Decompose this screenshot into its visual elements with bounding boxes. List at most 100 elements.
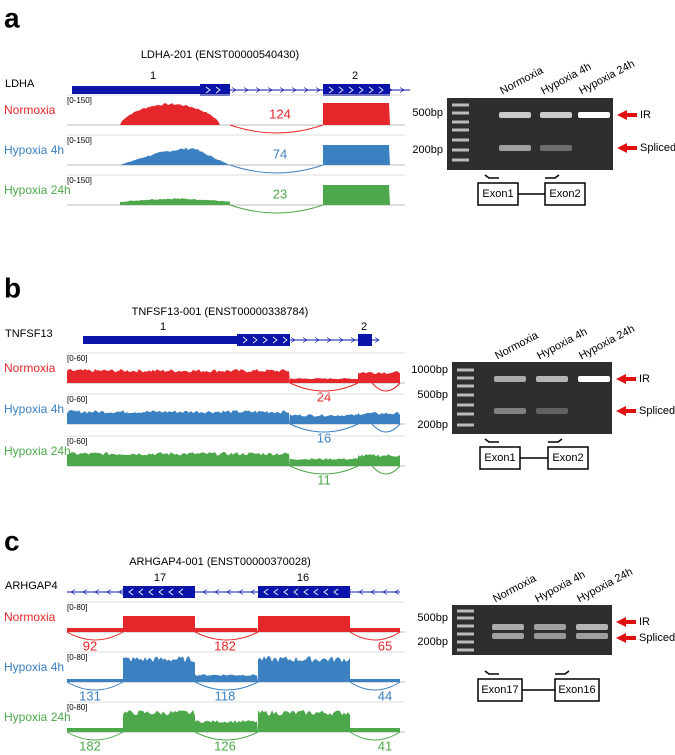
strand-arrow (382, 589, 388, 595)
gel-band (576, 624, 608, 630)
strand-arrow (350, 337, 356, 343)
gel-image (447, 98, 613, 170)
junction-count: 11 (317, 472, 331, 487)
strand-arrow (70, 589, 76, 595)
strand-arrow (255, 87, 261, 93)
red-arrow (616, 374, 636, 384)
junction-arc (349, 681, 401, 691)
strand-arrow (202, 589, 208, 595)
exon-chevron (158, 588, 164, 596)
band-label: Spliced (639, 632, 675, 644)
strand-arrow (267, 87, 273, 93)
exon-number: 2 (352, 70, 358, 82)
gene-name: ARHGAP4 (5, 580, 58, 592)
ladder-label: 500bp (417, 389, 448, 401)
strand-arrow (290, 337, 296, 343)
track-range: [0-60] (67, 395, 87, 404)
primer-exon-label: Exon1 (484, 452, 515, 464)
coverage (67, 628, 123, 632)
coverage (258, 616, 350, 632)
panel-letter: a (4, 2, 20, 33)
track-range: [0-60] (67, 437, 87, 446)
ladder-band (457, 403, 474, 407)
gel-band (499, 145, 531, 151)
ladder-band (457, 616, 474, 620)
primer-exon-box (479, 446, 521, 470)
ladder-band (452, 128, 469, 132)
gel-band (492, 633, 524, 639)
ladder-band (452, 148, 469, 152)
panel-letter: b (4, 272, 21, 303)
junction-count: 24 (317, 389, 331, 404)
primer-arrow (484, 438, 499, 443)
junction-arc (371, 423, 401, 433)
ladder-band (452, 138, 469, 142)
strand-arrow (394, 589, 400, 595)
junction-arc (194, 631, 259, 641)
junction-count: 41 (378, 738, 392, 753)
band-label: IR (639, 373, 650, 385)
exon-number: 1 (160, 321, 166, 333)
junction-arc (371, 382, 401, 392)
coverage (358, 371, 400, 383)
ladder-label: 1000bp (411, 364, 448, 376)
exon-chevron (242, 336, 248, 344)
exon-chevron (282, 336, 288, 344)
track-range: [0-150] (67, 176, 92, 185)
strand-arrow (226, 589, 232, 595)
coverage (323, 145, 390, 165)
strand-arrow (399, 87, 405, 93)
exon-chevron (178, 588, 184, 596)
ladder-label: 200bp (417, 636, 448, 648)
coverage (358, 412, 400, 424)
ladder-band (457, 640, 474, 644)
track-range: [0-150] (67, 136, 92, 145)
exon-chevron (338, 86, 344, 94)
strand-arrow (338, 337, 344, 343)
exon (200, 84, 230, 96)
exon-chevron (293, 588, 299, 596)
lane-label: Hypoxia 24h (577, 323, 637, 362)
coverage (67, 369, 290, 383)
ladder-band (457, 384, 474, 388)
gel-band (534, 633, 566, 639)
exon-chevron (323, 588, 329, 596)
junction-count: 65 (378, 638, 392, 653)
exon (323, 84, 390, 96)
gel-band (576, 633, 608, 639)
gel-band (494, 376, 526, 382)
strand-arrow (214, 589, 220, 595)
junction-count: 126 (214, 738, 236, 753)
exon-chevron (168, 588, 174, 596)
junction-arc (229, 164, 324, 174)
gene-name: LDHA (5, 78, 35, 90)
strand-arrow (370, 589, 376, 595)
ladder-band (457, 648, 474, 652)
junction-arc (349, 731, 401, 741)
red-arrow (617, 143, 637, 153)
exon (72, 86, 200, 94)
ladder-band (457, 423, 474, 427)
strand-arrow (315, 87, 321, 93)
track-label: Normoxia (4, 103, 56, 117)
exon-number: 16 (297, 572, 309, 584)
exon-number: 1 (150, 70, 156, 82)
band-label: Spliced (639, 405, 675, 417)
ladder-band (457, 632, 474, 636)
transcript-title: ARHGAP4-001 (ENST00000370028) (129, 556, 311, 568)
junction-arc (66, 631, 124, 641)
junction-count: 92 (83, 638, 97, 653)
ladder-band (452, 111, 469, 115)
strand-arrow (303, 87, 309, 93)
ladder-band (457, 609, 474, 613)
exon-chevron (313, 588, 319, 596)
coverage (120, 198, 230, 205)
junction-count: 23 (273, 186, 287, 201)
red-arrow (616, 406, 636, 416)
exon-chevron (333, 588, 339, 596)
coverage (290, 414, 358, 424)
primer-arrow (484, 174, 499, 179)
junction-arc (229, 204, 324, 214)
primer-exon-box (477, 678, 523, 702)
primer-arrow (555, 670, 570, 675)
